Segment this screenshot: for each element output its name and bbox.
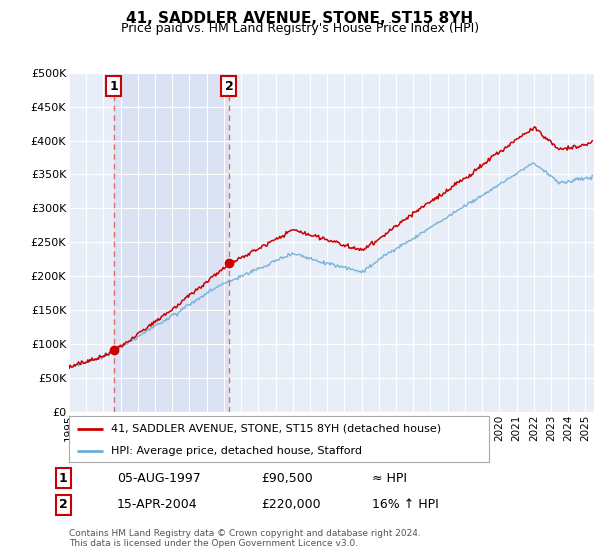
Text: 05-AUG-1997: 05-AUG-1997 bbox=[117, 472, 201, 484]
Text: 2: 2 bbox=[224, 80, 233, 92]
Text: Contains HM Land Registry data © Crown copyright and database right 2024.: Contains HM Land Registry data © Crown c… bbox=[69, 529, 421, 538]
Text: 2: 2 bbox=[59, 498, 67, 511]
Text: 41, SADDLER AVENUE, STONE, ST15 8YH: 41, SADDLER AVENUE, STONE, ST15 8YH bbox=[127, 11, 473, 26]
Text: 41, SADDLER AVENUE, STONE, ST15 8YH (detached house): 41, SADDLER AVENUE, STONE, ST15 8YH (det… bbox=[111, 424, 441, 434]
Text: £90,500: £90,500 bbox=[261, 472, 313, 484]
Text: 15-APR-2004: 15-APR-2004 bbox=[117, 498, 197, 511]
Text: 1: 1 bbox=[109, 80, 118, 92]
Text: 1: 1 bbox=[59, 472, 67, 484]
Text: This data is licensed under the Open Government Licence v3.0.: This data is licensed under the Open Gov… bbox=[69, 539, 358, 548]
Text: 16% ↑ HPI: 16% ↑ HPI bbox=[372, 498, 439, 511]
Text: Price paid vs. HM Land Registry's House Price Index (HPI): Price paid vs. HM Land Registry's House … bbox=[121, 22, 479, 35]
Text: ≈ HPI: ≈ HPI bbox=[372, 472, 407, 484]
Bar bbox=[113, 73, 229, 412]
Text: HPI: Average price, detached house, Stafford: HPI: Average price, detached house, Staf… bbox=[111, 446, 362, 455]
Text: £220,000: £220,000 bbox=[261, 498, 320, 511]
